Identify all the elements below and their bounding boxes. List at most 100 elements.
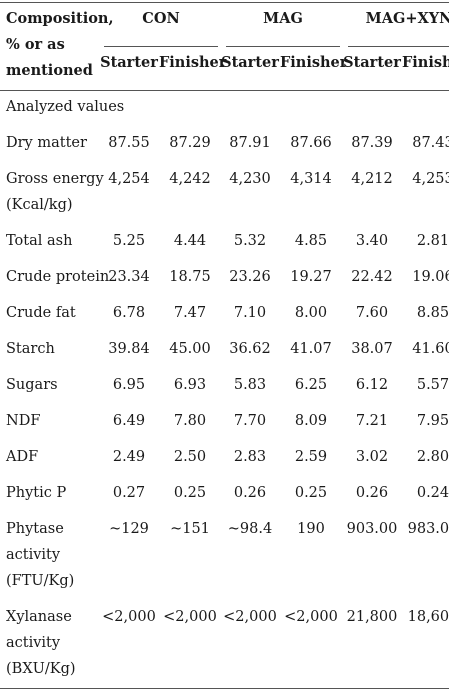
row-value: 18.75	[169, 269, 211, 285]
row-value: 2.80	[416, 449, 449, 465]
subheader-magxyn-finisher: Finisher	[402, 54, 449, 71]
row-value: 4,253	[412, 171, 449, 187]
row-value: 7.10	[233, 305, 267, 321]
row-value: <2,000	[163, 609, 217, 625]
row-value: <2,000	[284, 609, 338, 625]
row-value: 4,254	[108, 171, 150, 187]
row-value: 983.00	[407, 521, 449, 537]
row-value: 0.24	[416, 485, 449, 501]
subheader-mag-starter: Starter	[221, 54, 279, 71]
row-value: 7.60	[355, 305, 389, 321]
row-value: 4,230	[229, 171, 271, 187]
subheader-mag-finisher: Finisher	[280, 54, 348, 71]
row-value: 4,212	[351, 171, 393, 187]
row-value: 41.07	[290, 341, 332, 357]
table-bottom-rule	[0, 688, 449, 689]
row-value: 2.81	[416, 233, 449, 249]
row-label: activity	[6, 547, 61, 563]
row-value: 87.43	[412, 135, 449, 151]
row-value: 87.66	[290, 135, 332, 151]
row-value: <2,000	[223, 609, 277, 625]
subheader-con-starter: Starter	[100, 54, 158, 71]
row-value: 41.60	[412, 341, 449, 357]
row-value: ~151	[170, 521, 210, 537]
row-label: ADF	[6, 449, 39, 465]
row-value: 4,242	[169, 171, 211, 187]
row-value: 2.83	[233, 449, 267, 465]
row-value: 0.26	[233, 485, 267, 501]
group-header-con: CON	[142, 10, 180, 27]
group-header-mag-xyn: MAG+XYN	[365, 10, 449, 27]
row-value: 4.44	[173, 233, 207, 249]
group-header-mag: MAG	[263, 10, 303, 27]
row-value: ~98.4	[227, 521, 273, 537]
row-value: 22.42	[351, 269, 393, 285]
row-value: 6.93	[173, 377, 207, 393]
row-value: 87.29	[169, 135, 211, 151]
row-label: NDF	[6, 413, 41, 429]
row-value: 36.62	[229, 341, 271, 357]
row-value: 5.57	[416, 377, 449, 393]
row-value: 5.25	[112, 233, 146, 249]
corner-header-line-2: % or as	[6, 36, 65, 53]
row-label: Dry matter	[6, 135, 87, 151]
row-value: 0.25	[173, 485, 207, 501]
row-label: (FTU/Kg)	[6, 573, 75, 589]
row-value: 8.00	[294, 305, 328, 321]
row-value: 23.34	[108, 269, 150, 285]
row-label: Starch	[6, 341, 55, 357]
row-value: 2.50	[173, 449, 207, 465]
group-underline-mag	[226, 46, 340, 47]
table-top-rule	[0, 2, 449, 3]
row-value: 6.25	[294, 377, 328, 393]
row-value: 4,314	[290, 171, 332, 187]
row-value: 6.95	[112, 377, 146, 393]
row-value: 6.49	[112, 413, 146, 429]
row-value: 87.39	[351, 135, 393, 151]
group-underline-mag-xyn	[348, 46, 449, 47]
row-value: 7.21	[355, 413, 389, 429]
row-label: Total ash	[6, 233, 73, 249]
row-value: 7.47	[173, 305, 207, 321]
row-label: Gross energy	[6, 171, 104, 187]
row-value: 4.85	[294, 233, 328, 249]
row-value: 38.07	[351, 341, 393, 357]
row-label: Phytic P	[6, 485, 67, 501]
corner-header-line-1: Composition,	[6, 10, 114, 27]
subheader-con-finisher: Finisher	[159, 54, 227, 71]
row-value: 0.25	[294, 485, 328, 501]
corner-header-line-3: mentioned	[6, 62, 93, 79]
row-value: 5.83	[233, 377, 267, 393]
row-value: 87.91	[229, 135, 271, 151]
row-value: 0.27	[112, 485, 146, 501]
row-value: 7.95	[416, 413, 449, 429]
header-bottom-rule	[0, 90, 449, 91]
row-value: 190	[297, 521, 325, 537]
row-value: 7.80	[173, 413, 207, 429]
group-underline-con	[104, 46, 218, 47]
row-value: 5.32	[233, 233, 267, 249]
row-value: 45.00	[169, 341, 211, 357]
row-value: <2,000	[102, 609, 156, 625]
row-value: 3.40	[355, 233, 389, 249]
row-value: 19.06	[412, 269, 449, 285]
row-value: 8.09	[294, 413, 328, 429]
row-value: 39.84	[108, 341, 150, 357]
row-value: 3.02	[355, 449, 389, 465]
row-value: 2.49	[112, 449, 146, 465]
row-value: 0.26	[355, 485, 389, 501]
row-label: (BXU/Kg)	[6, 661, 76, 677]
row-value: 903.00	[346, 521, 398, 537]
row-value: 6.12	[355, 377, 389, 393]
row-label: activity	[6, 635, 61, 651]
row-value: 6.78	[112, 305, 146, 321]
row-value: 7.70	[233, 413, 267, 429]
row-label: Xylanase	[6, 609, 72, 625]
row-value: 19.27	[290, 269, 332, 285]
row-value: ~129	[109, 521, 149, 537]
row-value: 87.55	[108, 135, 150, 151]
row-value: 8.85	[416, 305, 449, 321]
row-label: Crude protein	[6, 269, 110, 285]
row-value: 2.59	[294, 449, 328, 465]
